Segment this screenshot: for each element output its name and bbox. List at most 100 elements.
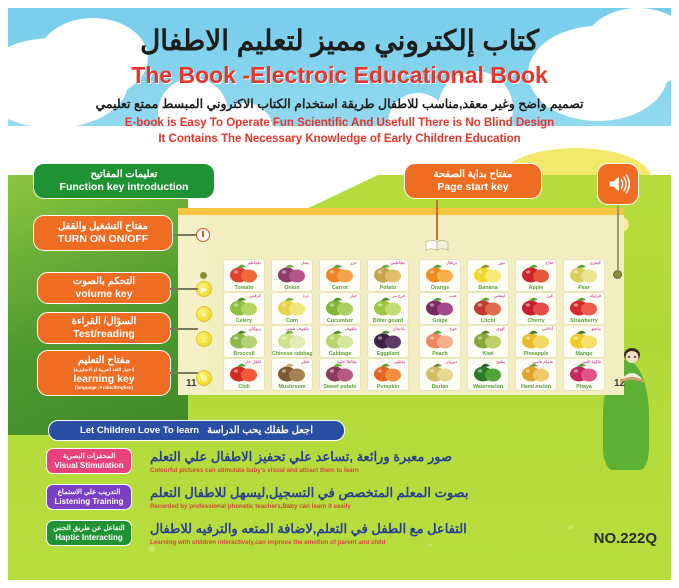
page-number-right: 12	[614, 378, 626, 389]
produce-name-arabic: موز	[498, 260, 505, 265]
produce-card[interactable]: كمثرى Pear	[564, 260, 604, 291]
learning-button[interactable]: ♫	[196, 331, 212, 347]
produce-card[interactable]: كيوي Kiwi	[468, 326, 508, 357]
produce-card[interactable]: بطاطس Potato	[368, 260, 408, 291]
callout-function-key-arabic: تعليمات المفاتيح	[90, 169, 158, 180]
callout-volume-english: volume key	[75, 288, 133, 300]
callout-learning-english-sub: (language :Arabic/English)	[74, 385, 134, 390]
produce-card[interactable]: ليتشي Litchi	[468, 293, 508, 324]
produce-card[interactable]: قرع مر Bitter gourd	[368, 293, 408, 324]
produce-illustration	[468, 361, 508, 383]
subtitle-english-2: It Contains The Necessary Knowledge of E…	[158, 133, 521, 145]
produce-card[interactable]: فلفل حار Chili	[224, 359, 264, 390]
produce-card[interactable]: طماطم Tomato	[224, 260, 264, 291]
produce-card[interactable]: كرز Cherry	[516, 293, 556, 324]
produce-card[interactable]: بطيخ Watermelon	[468, 359, 508, 390]
feature-tag-english: Haptic Interacting	[55, 533, 123, 542]
produce-name-arabic: ليتشي	[493, 293, 505, 298]
callout-volume-key[interactable]: التحكم بالصوت volume key	[37, 272, 171, 304]
produce-name-english: Durian	[431, 384, 449, 390]
produce-name-arabic: شمام هامي	[532, 359, 553, 364]
produce-card[interactable]: عنب Grape	[420, 293, 460, 324]
produce-illustration	[516, 295, 556, 317]
produce-card[interactable]: بروكلي Broccoli	[224, 326, 264, 357]
language-button[interactable]: ↻	[196, 370, 212, 386]
produce-card[interactable]: تفاح Apple	[516, 260, 556, 291]
produce-illustration	[468, 262, 508, 284]
produce-name-english: Cabbage	[328, 351, 352, 357]
feature-desc-arabic: بصوت المعلم المتخصص في التسجيل,ليسهل للا…	[150, 485, 469, 500]
feature-tag-arabic: المحفزات البصرية	[62, 453, 116, 460]
produce-illustration	[320, 328, 360, 350]
produce-card[interactable]: كرفس Celery	[224, 293, 264, 324]
produce-card[interactable]: برتقال Orange	[420, 260, 460, 291]
produce-name-english: Cherry	[527, 318, 545, 324]
produce-card[interactable]: فطر Mushroom	[272, 359, 312, 390]
produce-name-english: Celery	[235, 318, 253, 324]
produce-name-arabic: بطاطا حلوة	[337, 359, 357, 364]
produce-name-arabic: بروكلي	[248, 326, 261, 331]
produce-illustration	[564, 295, 604, 317]
produce-name-english: Pear	[578, 285, 590, 291]
learning-button-glyph: ♫	[201, 334, 207, 344]
callout-test-reading[interactable]: السؤال/ القراءة Test/reading	[37, 312, 171, 344]
grass-speck	[308, 530, 313, 535]
produce-name-arabic: خوخ	[449, 326, 457, 331]
produce-card[interactable]: خيار Cucumber	[320, 293, 360, 324]
produce-card[interactable]: ملفوف صيني Chinese cabbage	[272, 326, 312, 357]
feature-desc-english: Learning with children interactively,can…	[150, 539, 386, 546]
power-icon[interactable]	[196, 228, 210, 242]
produce-card[interactable]: ملفوف Cabbage	[320, 326, 360, 357]
produce-card[interactable]: أناناس Pineapple	[516, 326, 556, 357]
callout-learning-key[interactable]: مفتاح التعليم (اختيار اللغة العربية او ا…	[37, 350, 171, 396]
callout-function-key-english: Function key introduction	[59, 181, 189, 193]
sky-background	[8, 8, 671, 188]
open-book-icon	[425, 238, 449, 251]
produce-illustration	[516, 328, 556, 350]
produce-name-english: Pineapple	[523, 351, 549, 357]
test-reading-button[interactable]: ●	[196, 306, 212, 322]
feature-tag-arabic: التدريب علي الاستماع	[57, 489, 121, 496]
produce-card[interactable]: جزر Carrot	[320, 260, 360, 291]
produce-name-english: Strawberry	[570, 318, 598, 324]
produce-name-arabic: ملفوف صيني	[286, 326, 309, 331]
feature-desc-english: Colourful pictures can stimulate baby's …	[150, 467, 359, 474]
produce-card[interactable]: شمام هامي Hami melon	[516, 359, 556, 390]
produce-illustration	[368, 328, 408, 350]
produce-card[interactable]: خوخ Peach	[420, 326, 460, 357]
produce-name-english: Banana	[478, 285, 498, 291]
produce-card[interactable]: فراولة Strawberry	[564, 293, 604, 324]
produce-card[interactable]: ذرة Corn	[272, 293, 312, 324]
produce-card[interactable]: موز Banana	[468, 260, 508, 291]
page-title-english: The Book -Electroic Educational Book	[131, 62, 548, 88]
grass-speck	[568, 525, 573, 530]
produce-card[interactable]: فاكهة التنين Pitaya	[564, 359, 604, 390]
produce-illustration	[468, 295, 508, 317]
feature-tag-0: المحفزات البصرية Visual Stimulation	[46, 448, 132, 474]
produce-card[interactable]: بصل Onion	[272, 260, 312, 291]
leader-line-volume	[170, 288, 198, 290]
test-reading-button-glyph: ●	[201, 309, 207, 319]
produce-name-english: Potato	[379, 285, 397, 291]
volume-button[interactable]: ▶	[196, 281, 212, 297]
speaker-sound-icon[interactable]	[597, 163, 639, 205]
produce-name-arabic: ذرة	[302, 293, 309, 298]
feature-desc-arabic: التفاعل مع الطفل في التعلم,لاضافة المتعه…	[150, 521, 467, 536]
callout-turn-on-off[interactable]: مفتاح التشغيل والقفل TURN ON ON/OFF	[33, 215, 173, 251]
indicator-dot	[200, 272, 207, 279]
produce-card[interactable]: بطاطا حلوة Sweet potato	[320, 359, 360, 390]
produce-name-english: Mushroom	[278, 384, 306, 390]
produce-name-english: Chinese cabbage	[272, 351, 312, 357]
callout-function-key[interactable]: تعليمات المفاتيح Function key introducti…	[33, 163, 215, 199]
callout-learning-arabic: مفتاح التعليم	[77, 355, 131, 366]
produce-card[interactable]: يقطين Pumpkin	[368, 359, 408, 390]
page-title-arabic: كتاب إلكتروني مميز لتعليم الاطفال	[139, 25, 540, 56]
produce-card[interactable]: دوريان Durian	[420, 359, 460, 390]
produce-card[interactable]: مانجو Mango	[564, 326, 604, 357]
produce-illustration	[420, 328, 460, 350]
callout-page-start-key[interactable]: مفتاح بداية الصفحة Page start key	[404, 163, 542, 199]
produce-name-arabic: برتقال	[445, 260, 457, 265]
produce-name-english: Carrot	[332, 285, 348, 291]
produce-name-arabic: فاكهة التنين	[580, 359, 601, 364]
produce-card[interactable]: باذنجان Eggplant	[368, 326, 408, 357]
